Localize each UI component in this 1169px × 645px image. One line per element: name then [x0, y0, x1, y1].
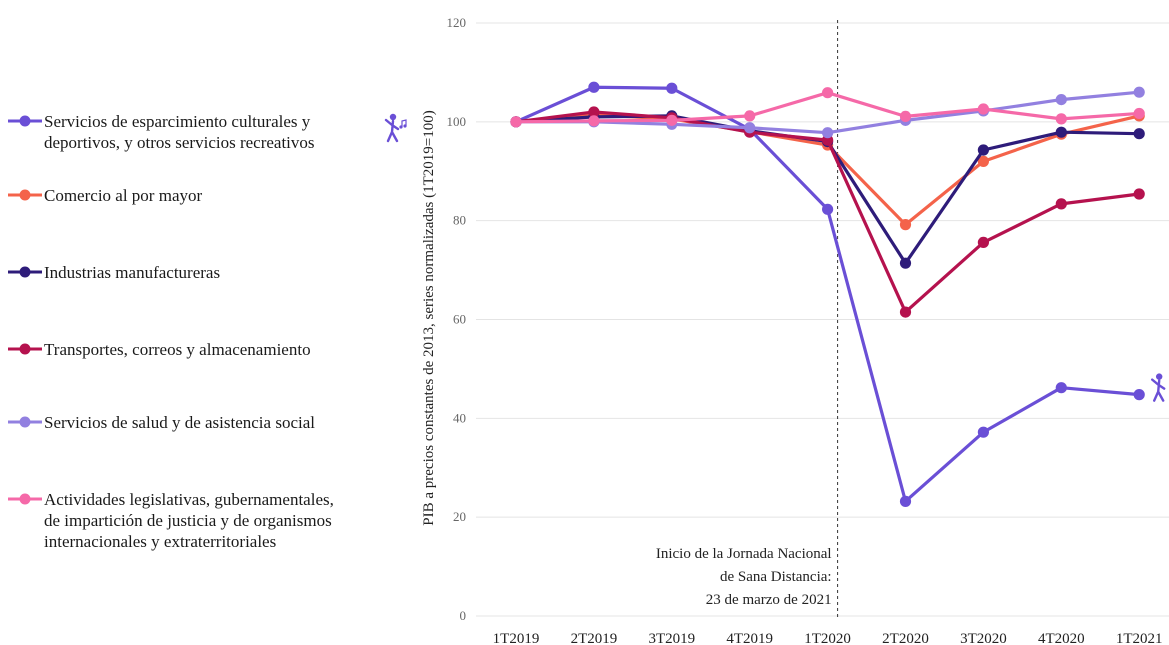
data-point: [899, 110, 912, 122]
annotation-text: Inicio de la Jornada Nacional: [656, 546, 832, 562]
x-tick-label: 3T2020: [960, 631, 1007, 645]
y-tick-label: 60: [453, 312, 466, 327]
data-point: [666, 114, 678, 126]
legend-label: Comercio al por mayor: [44, 186, 203, 205]
x-tick-label: 3T2019: [648, 631, 695, 645]
data-point: [1055, 198, 1067, 210]
legend-label: Servicios de esparcimiento culturales y …: [44, 112, 315, 152]
dancer-icon: [384, 113, 407, 143]
data-point: [977, 144, 990, 156]
annotation-text: 23 de marzo de 2021: [706, 592, 832, 608]
data-point: [977, 236, 990, 249]
y-tick-label: 100: [447, 114, 467, 129]
legend-label: Actividades legislativas, gubernamentale…: [44, 490, 334, 551]
x-tick-label: 1T2019: [493, 631, 540, 645]
legend: Servicios de esparcimiento culturales y …: [8, 0, 408, 645]
legend-marker: [8, 343, 42, 355]
data-point: [899, 257, 912, 269]
legend-item: Servicios de esparcimiento culturales y …: [8, 111, 315, 153]
legend-marker: [8, 115, 42, 127]
y-tick-label: 120: [447, 15, 467, 30]
data-point: [588, 106, 600, 118]
y-tick-label: 80: [453, 213, 466, 228]
legend-item: Servicios de salud y de asistencia socia…: [8, 412, 315, 434]
legend-marker: [8, 189, 42, 201]
x-tick-label: 4T2019: [726, 631, 773, 645]
data-point: [510, 116, 522, 128]
dancer-icon: [1150, 373, 1166, 402]
y-tick-label: 20: [453, 509, 466, 524]
data-point: [822, 87, 834, 99]
x-tick-label: 4T2020: [1038, 631, 1085, 645]
data-point: [744, 122, 756, 134]
x-tick-label: 2T2019: [571, 631, 618, 645]
data-point: [588, 115, 600, 127]
legend-label: Transportes, correos y almacenamiento: [44, 340, 311, 359]
legend-item: Actividades legislativas, gubernamentale…: [8, 489, 334, 552]
data-point: [1055, 93, 1067, 106]
data-point: [977, 426, 990, 438]
dancer-icon: [384, 113, 407, 143]
data-point: [1133, 389, 1145, 401]
data-point: [588, 81, 600, 93]
legend-item: Industrias manufactureras: [8, 262, 220, 284]
x-tick-label: 2T2020: [882, 631, 929, 645]
data-point: [977, 103, 990, 115]
legend-marker: [8, 266, 42, 278]
legend-label: Servicios de salud y de asistencia socia…: [44, 413, 315, 432]
legend-label: Industrias manufactureras: [44, 263, 221, 282]
data-point: [1133, 86, 1145, 98]
y-tick-label: 40: [453, 410, 466, 425]
legend-marker: [8, 493, 42, 505]
y-tick-label: 0: [460, 608, 467, 623]
data-point: [1055, 113, 1067, 125]
legend-marker: [8, 416, 42, 428]
data-point: [977, 155, 990, 167]
data-point: [899, 495, 912, 507]
x-tick-label: 1T2021: [1116, 631, 1163, 645]
data-point: [1133, 107, 1145, 120]
data-point: [1133, 188, 1145, 200]
data-point: [822, 203, 834, 215]
legend-item: Transportes, correos y almacenamiento: [8, 339, 311, 361]
annotation-text: de Sana Distancia:: [720, 569, 832, 585]
data-point: [744, 110, 756, 122]
data-point: [1055, 126, 1067, 138]
legend-item: Comercio al por mayor: [8, 185, 202, 207]
x-tick-label: 1T2020: [804, 631, 851, 645]
data-point: [899, 219, 912, 231]
data-point: [1055, 382, 1067, 394]
y-axis-label: PIB a precios constantes de 2013, series…: [421, 110, 437, 525]
data-point: [899, 306, 912, 318]
data-point: [1133, 128, 1145, 140]
data-point: [666, 82, 678, 94]
data-point: [822, 127, 834, 139]
